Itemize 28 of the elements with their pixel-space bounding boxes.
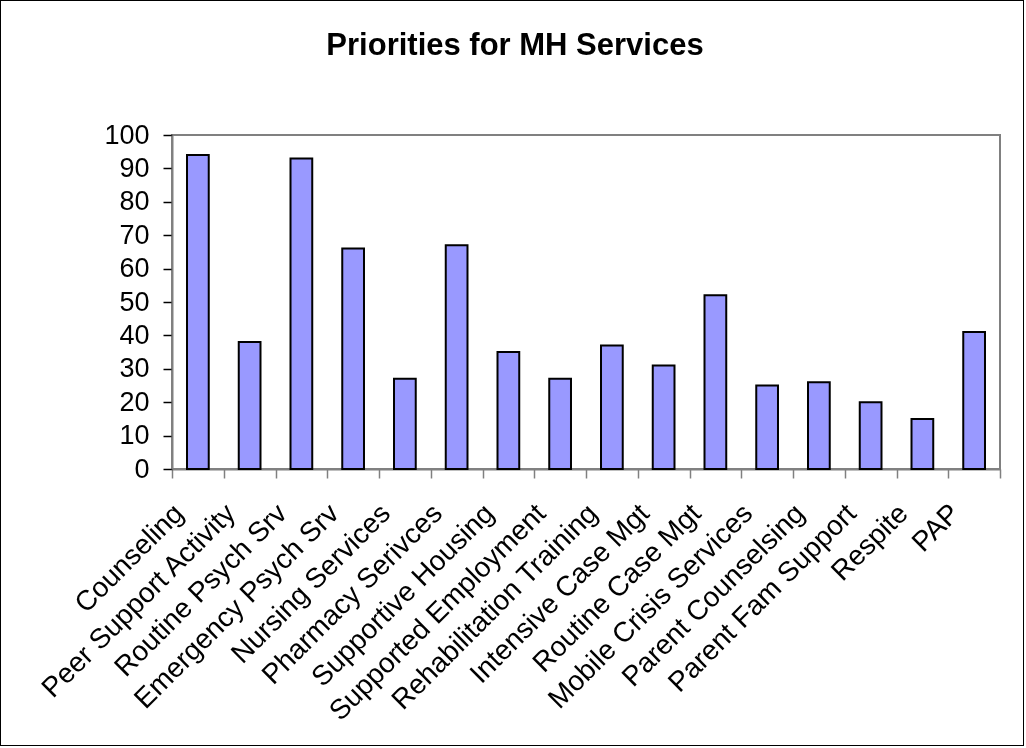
bar xyxy=(703,294,728,470)
bar xyxy=(341,247,365,470)
y-tick-label: 0 xyxy=(134,453,150,484)
bar xyxy=(807,381,831,470)
bar xyxy=(910,417,935,470)
y-tick-label: 30 xyxy=(119,353,150,384)
y-tick-label: 70 xyxy=(119,219,150,250)
bar xyxy=(548,377,572,470)
bar xyxy=(444,244,469,470)
bar xyxy=(962,331,986,470)
bar xyxy=(496,351,521,470)
bar xyxy=(600,344,624,470)
y-tick-label: 40 xyxy=(119,319,150,350)
bar xyxy=(289,157,314,470)
y-tick-label: 50 xyxy=(119,286,150,317)
bar xyxy=(755,384,779,470)
bar xyxy=(858,401,883,470)
bar xyxy=(393,377,417,470)
chart-title: Priorities for MH Services xyxy=(326,27,704,62)
bar xyxy=(237,341,262,470)
y-tick-label: 100 xyxy=(104,119,150,150)
bar xyxy=(186,154,210,470)
y-tick-label: 10 xyxy=(119,420,150,451)
y-tick-label: 90 xyxy=(119,152,150,183)
y-tick-label: 60 xyxy=(119,253,150,284)
bar xyxy=(651,364,676,470)
y-tick-label: 80 xyxy=(119,186,150,217)
y-tick-label: 20 xyxy=(119,386,150,417)
